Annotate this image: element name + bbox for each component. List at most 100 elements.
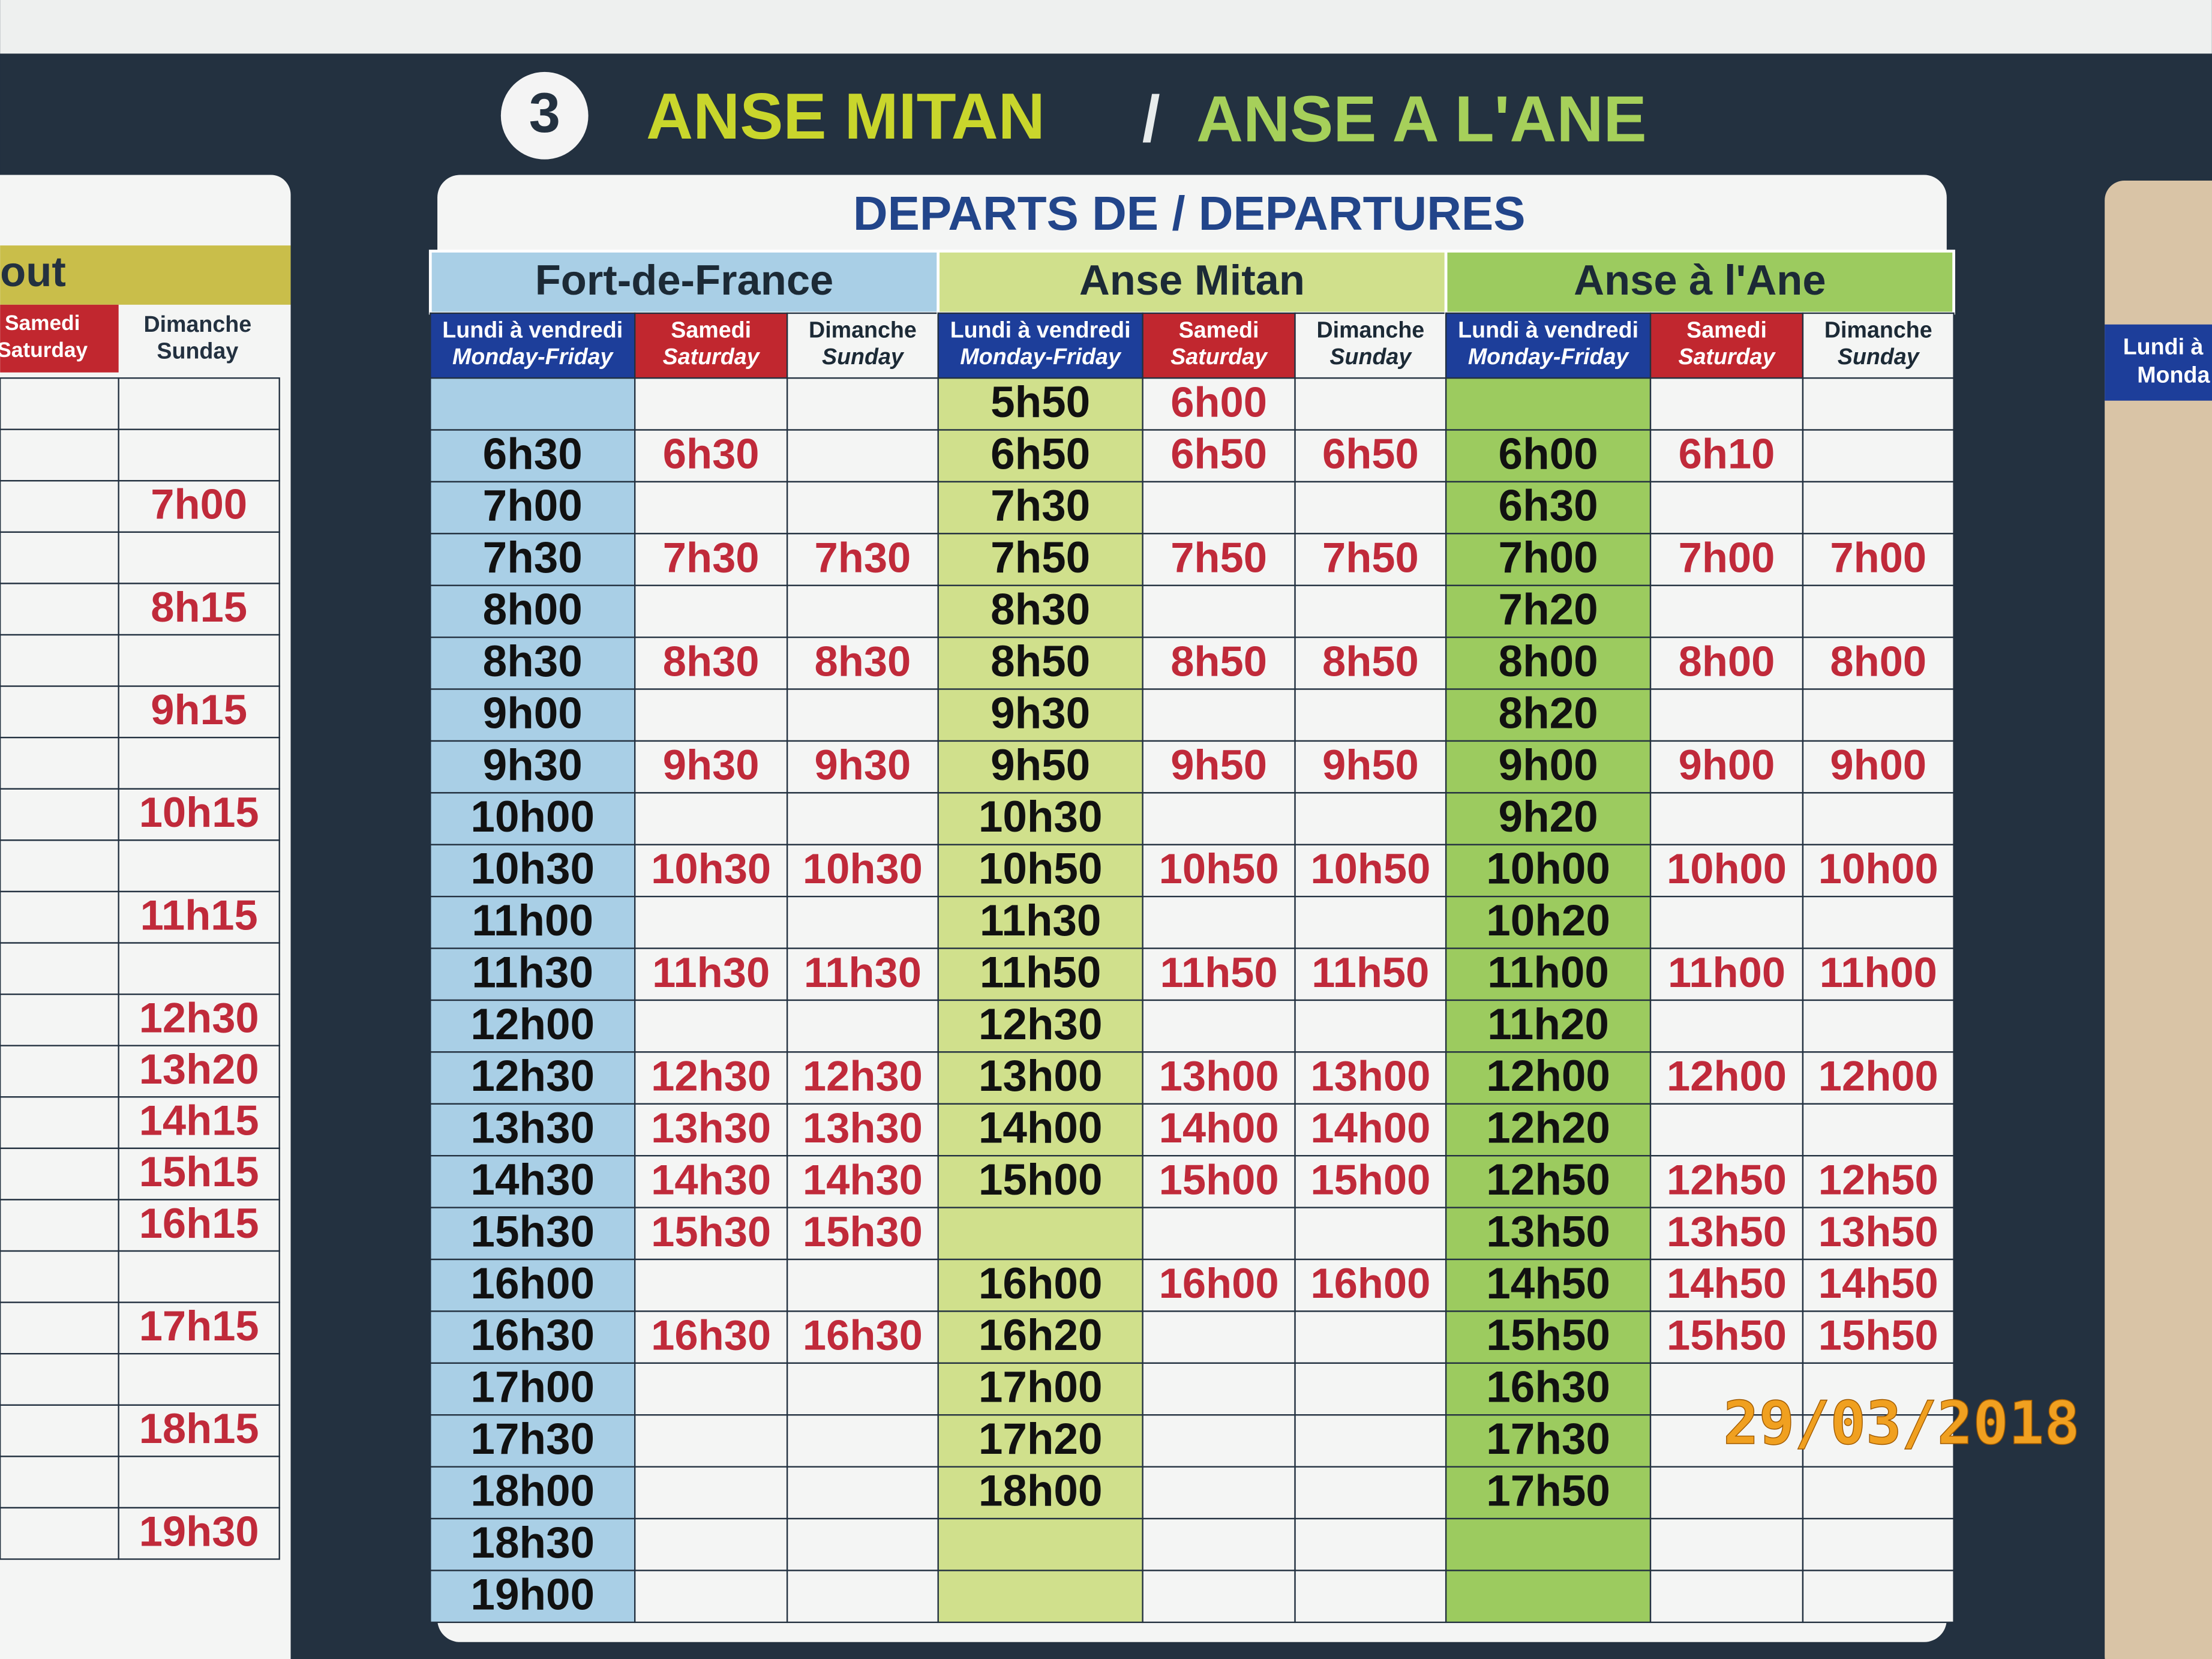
time-cell bbox=[1142, 792, 1296, 845]
column-header-en: Monday-Friday bbox=[1468, 344, 1630, 369]
departure-time: 6h30 bbox=[483, 430, 583, 478]
left-time-cell bbox=[118, 1250, 280, 1303]
time-cell bbox=[430, 896, 636, 949]
time-cell bbox=[634, 1051, 788, 1105]
left-time-cell bbox=[0, 788, 119, 841]
departure-time: 11h30 bbox=[804, 949, 922, 996]
time-cell bbox=[1802, 1155, 1955, 1208]
time-cell bbox=[1142, 1517, 1296, 1571]
time-cell bbox=[1649, 740, 1804, 794]
departure-time: 10h50 bbox=[979, 845, 1103, 893]
time-cell bbox=[1445, 429, 1652, 483]
time-cell bbox=[1294, 1517, 1447, 1571]
departure-time: 8h30 bbox=[663, 637, 760, 685]
time-cell bbox=[1445, 1051, 1652, 1105]
departure-time: 11h00 bbox=[1487, 948, 1609, 997]
time-cell bbox=[786, 377, 939, 431]
column-header-en: Sunday bbox=[1329, 344, 1412, 369]
departure-time: 9h30 bbox=[815, 741, 911, 788]
time-cell bbox=[1294, 1466, 1447, 1520]
departure-time: 13h50 bbox=[1486, 1207, 1610, 1256]
departure-time: 17h00 bbox=[979, 1363, 1103, 1412]
time-cell bbox=[1802, 1362, 1955, 1416]
departure-time: 11h00 bbox=[472, 896, 593, 945]
time-cell bbox=[1294, 1103, 1447, 1157]
departure-time: 10h50 bbox=[1310, 845, 1430, 892]
left-sat-fr: Samedi bbox=[5, 311, 80, 335]
departure-time: 16h20 bbox=[979, 1311, 1103, 1360]
departure-time: 17h50 bbox=[1486, 1466, 1610, 1515]
time-cell bbox=[1445, 688, 1652, 742]
departure-time: 14h50 bbox=[1486, 1259, 1610, 1308]
departure-time: 7h30 bbox=[663, 534, 760, 581]
time-cell bbox=[1142, 1207, 1296, 1261]
departure-time: 7h00 bbox=[1499, 533, 1598, 582]
time-cell bbox=[634, 1570, 788, 1624]
time-cell bbox=[430, 377, 636, 431]
departure-time: 11h30 bbox=[652, 949, 770, 996]
left-departure-time: 14h15 bbox=[139, 1097, 259, 1144]
left-time-cell bbox=[118, 1507, 280, 1560]
column-header bbox=[786, 312, 939, 379]
time-cell bbox=[1802, 740, 1955, 794]
time-cell bbox=[1802, 636, 1955, 690]
left-time-cell bbox=[118, 839, 280, 893]
station-header bbox=[1444, 250, 1955, 315]
column-header-fr: Lundi à vendredi bbox=[442, 317, 623, 342]
departure-time: 6h00 bbox=[1499, 430, 1598, 478]
time-cell bbox=[1802, 481, 1955, 535]
time-cell bbox=[1445, 1517, 1652, 1571]
time-cell bbox=[1649, 792, 1804, 845]
departure-time: 14h00 bbox=[1159, 1104, 1279, 1151]
left-departure-time: 13h20 bbox=[139, 1045, 259, 1093]
departure-time: 16h30 bbox=[803, 1312, 923, 1359]
departure-time: 11h00 bbox=[1668, 949, 1785, 996]
time-cell bbox=[1294, 1570, 1447, 1624]
left-time-cell bbox=[0, 839, 119, 893]
time-cell bbox=[937, 1570, 1143, 1624]
time-cell bbox=[786, 636, 939, 690]
top-sign-strip bbox=[0, 0, 2212, 54]
departure-time: 16h00 bbox=[470, 1259, 595, 1308]
time-cell bbox=[1802, 1517, 1955, 1571]
time-cell bbox=[1445, 1466, 1652, 1520]
left-time-cell bbox=[0, 1147, 119, 1201]
departure-time: 17h30 bbox=[470, 1415, 595, 1463]
time-cell bbox=[1649, 1207, 1804, 1261]
departure-time: 7h00 bbox=[1679, 534, 1775, 581]
time-cell bbox=[937, 1517, 1143, 1571]
time-cell bbox=[937, 1207, 1143, 1261]
station-name: Anse Mitan bbox=[1079, 256, 1305, 304]
departure-time: 15h50 bbox=[1818, 1312, 1938, 1359]
time-cell bbox=[1802, 1570, 1955, 1624]
departure-time: 14h30 bbox=[651, 1156, 771, 1203]
time-cell bbox=[937, 792, 1143, 845]
time-cell bbox=[1802, 947, 1955, 1001]
departure-time: 7h50 bbox=[1322, 534, 1419, 581]
column-header-fr: Dimanche bbox=[1824, 317, 1932, 342]
column-header-fr: Samedi bbox=[1179, 317, 1259, 342]
departure-time: 12h50 bbox=[1667, 1156, 1787, 1203]
time-cell bbox=[634, 377, 788, 431]
left-time-cell bbox=[118, 942, 280, 995]
time-cell bbox=[1294, 896, 1447, 949]
time-cell bbox=[1294, 947, 1447, 1001]
time-cell bbox=[937, 896, 1143, 949]
time-cell bbox=[786, 740, 939, 794]
left-sat-header bbox=[0, 304, 119, 373]
time-cell bbox=[634, 1414, 788, 1468]
departure-time: 9h50 bbox=[1170, 741, 1267, 788]
time-cell bbox=[786, 999, 939, 1053]
departure-time: 15h30 bbox=[470, 1207, 595, 1256]
departure-time: 17h30 bbox=[1486, 1415, 1610, 1463]
time-cell bbox=[1649, 1362, 1804, 1416]
departure-time: 15h30 bbox=[803, 1208, 923, 1255]
time-cell bbox=[1802, 1414, 1955, 1468]
time-cell bbox=[1649, 1155, 1804, 1208]
time-cell bbox=[1649, 1103, 1804, 1157]
column-header-fr: Dimanche bbox=[809, 317, 917, 342]
time-cell bbox=[1649, 1310, 1804, 1364]
time-cell bbox=[634, 1103, 788, 1157]
departure-time: 16h00 bbox=[979, 1259, 1103, 1308]
time-cell bbox=[430, 688, 636, 742]
